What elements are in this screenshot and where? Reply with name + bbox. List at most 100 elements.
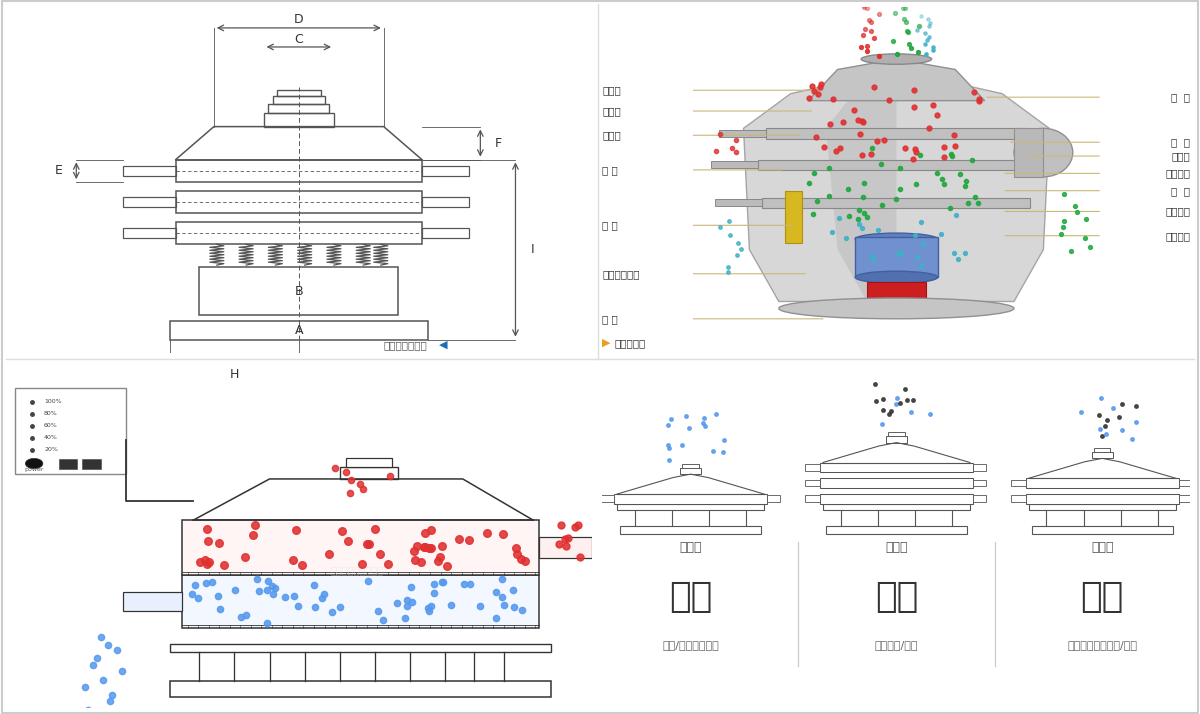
Text: D: D [294, 13, 304, 26]
Bar [176, 222, 421, 244]
Bar [176, 191, 421, 213]
Bar [1028, 503, 1176, 510]
Bar [1012, 496, 1026, 502]
Text: H: H [229, 368, 239, 381]
Bar [766, 129, 1027, 139]
Text: I: I [532, 243, 535, 256]
Bar [181, 520, 539, 575]
Bar [421, 166, 469, 176]
Bar [124, 592, 181, 611]
Bar [1026, 494, 1178, 503]
Bar [820, 494, 973, 503]
Ellipse shape [856, 233, 937, 245]
Bar [170, 681, 551, 697]
Bar [176, 159, 421, 182]
Bar [614, 494, 767, 503]
Text: C: C [294, 33, 304, 46]
Text: 加重块: 加重块 [1171, 151, 1190, 161]
Bar [785, 191, 803, 243]
Text: 运输固定螺栓: 运输固定螺栓 [602, 268, 640, 278]
Text: 双层式: 双层式 [1091, 541, 1114, 554]
Bar [886, 436, 907, 443]
Text: E: E [55, 164, 62, 177]
Text: 颗粒/粉末准确分级: 颗粒/粉末准确分级 [662, 640, 719, 650]
Ellipse shape [1014, 129, 1073, 177]
Text: 60%: 60% [44, 423, 58, 428]
Text: 上部重锤: 上部重锤 [1165, 169, 1190, 178]
Bar [1178, 496, 1192, 502]
Polygon shape [744, 76, 1049, 301]
Bar [715, 199, 762, 206]
Text: 外形尺寸示意圖: 外形尺寸示意圖 [384, 340, 427, 350]
Bar [856, 238, 937, 277]
Text: 结构示意图: 结构示意图 [614, 338, 646, 348]
Bar [680, 468, 701, 474]
Bar [124, 197, 176, 207]
Polygon shape [826, 76, 896, 301]
Bar [683, 464, 698, 468]
Text: 去除液体中的颗粒/异物: 去除液体中的颗粒/异物 [1067, 640, 1138, 650]
Bar [59, 459, 78, 468]
Bar [1026, 478, 1178, 488]
Bar [710, 161, 758, 169]
Text: F: F [494, 137, 502, 150]
Bar [617, 503, 764, 510]
Bar [1012, 480, 1026, 486]
Bar [805, 496, 820, 502]
Text: 机 座: 机 座 [602, 313, 618, 324]
Bar [82, 459, 101, 468]
Bar [276, 90, 322, 96]
Bar [1032, 526, 1172, 534]
Text: 100%: 100% [44, 399, 61, 404]
Bar [762, 198, 1031, 208]
Bar [274, 96, 324, 104]
Bar [124, 166, 176, 176]
Bar [888, 433, 905, 436]
Text: 网  架: 网 架 [1171, 137, 1190, 147]
Bar [1014, 129, 1044, 177]
Bar [340, 467, 398, 479]
Text: 下部重锤: 下部重锤 [1165, 231, 1190, 241]
Text: 进料口: 进料口 [602, 85, 622, 95]
Bar [805, 480, 820, 486]
Text: 石墨粉超声波振动筛: 石墨粉超声波振动筛 [331, 565, 384, 575]
Text: 振动电机: 振动电机 [1165, 206, 1190, 216]
Bar [620, 526, 761, 534]
Text: ▶: ▶ [602, 338, 611, 348]
Bar [1092, 452, 1112, 458]
Bar [767, 496, 780, 502]
Text: 单层式: 单层式 [679, 541, 702, 554]
Text: 分级: 分级 [668, 580, 713, 614]
Text: power: power [24, 467, 44, 472]
Text: 筛  盘: 筛 盘 [1171, 186, 1190, 196]
Text: 弹 簧: 弹 簧 [602, 221, 618, 231]
Bar [973, 496, 985, 502]
Text: 80%: 80% [44, 411, 58, 416]
Bar [124, 228, 176, 238]
Bar [421, 197, 469, 207]
Bar [805, 464, 820, 471]
Ellipse shape [25, 458, 43, 468]
Polygon shape [809, 59, 985, 101]
Text: ◀: ◀ [439, 340, 448, 350]
Bar [758, 159, 1034, 170]
Bar [820, 478, 973, 488]
Bar [973, 464, 985, 471]
Text: 三层式: 三层式 [886, 541, 907, 554]
Text: 除杂: 除杂 [1080, 580, 1124, 614]
Bar [866, 283, 926, 298]
Bar [264, 114, 334, 126]
Bar [719, 130, 766, 137]
Bar [199, 267, 398, 316]
Ellipse shape [856, 271, 937, 283]
Text: 去除异物/结块: 去除异物/结块 [875, 640, 918, 650]
Bar [1094, 448, 1110, 452]
Bar [1178, 480, 1192, 486]
Text: 筛  网: 筛 网 [1171, 92, 1190, 102]
Bar [170, 321, 427, 340]
Ellipse shape [862, 54, 931, 64]
Text: 出料口: 出料口 [602, 130, 622, 140]
Bar [269, 104, 329, 114]
Bar [823, 503, 970, 510]
Bar [826, 526, 967, 534]
